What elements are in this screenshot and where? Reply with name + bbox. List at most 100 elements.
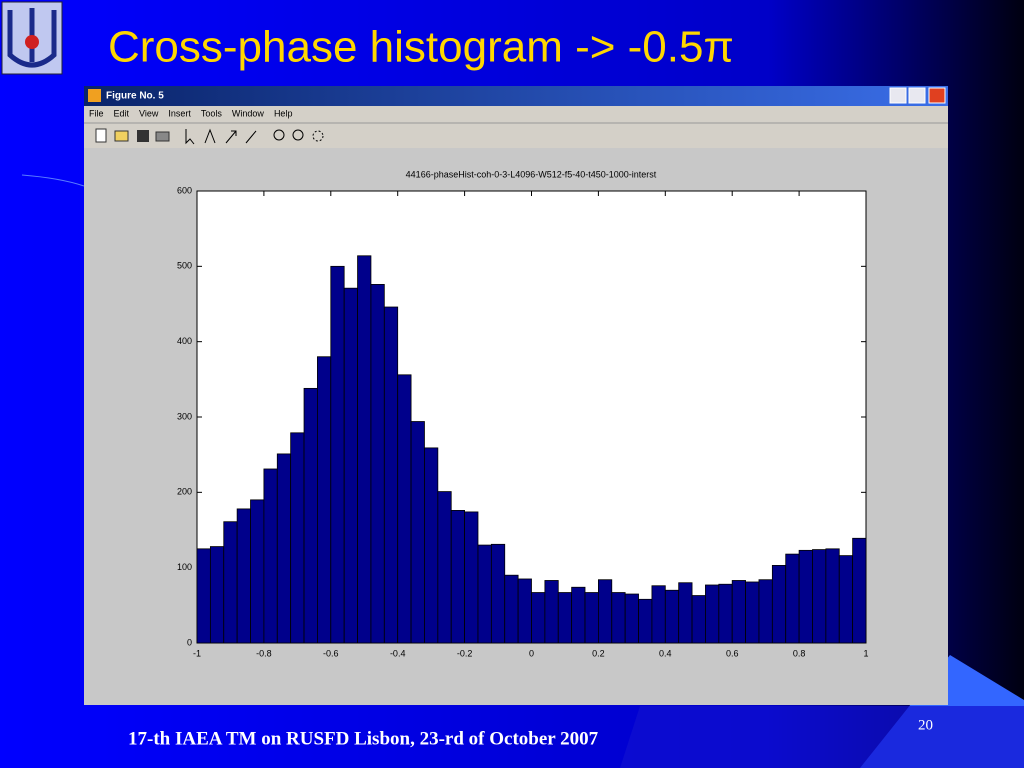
x-tick-label: 0.4 [659, 648, 672, 658]
menu-item[interactable]: File [89, 108, 104, 118]
bar [490, 543, 506, 644]
bar [651, 585, 666, 644]
bar [236, 508, 251, 644]
logo [1, 1, 63, 75]
x-tick-label: 0.2 [592, 648, 605, 658]
bar [544, 580, 559, 644]
open-button[interactable] [114, 130, 129, 142]
menu-item[interactable]: Edit [114, 108, 130, 118]
bar [745, 581, 760, 644]
menu-item[interactable]: View [139, 108, 159, 118]
slide-title: Cross-phase histogram -> -0.5π [108, 23, 734, 72]
maximize-button[interactable] [908, 87, 926, 104]
x-tick-label: -1 [193, 648, 201, 658]
bar [798, 549, 813, 644]
bar [263, 468, 278, 644]
bar [557, 592, 573, 644]
bar [571, 586, 586, 644]
plot: 0 100 200 300 400 500 600 -1 -0.8 -0.6 -0.4 -0.2 0 0.… [177, 185, 869, 658]
bar [624, 593, 639, 644]
bar [317, 356, 332, 644]
bar [303, 387, 318, 644]
bar [718, 583, 733, 644]
y-tick-label: 300 [177, 411, 192, 421]
bar [450, 510, 466, 644]
bar [731, 580, 746, 644]
x-tick-label: 0 [529, 648, 534, 658]
bar [223, 521, 238, 644]
y-tick-label: 0 [187, 637, 192, 647]
bar [531, 592, 546, 644]
bar [477, 544, 492, 644]
x-tick-label: -0.6 [323, 648, 339, 658]
save-button[interactable] [137, 130, 149, 142]
x-tick-label: -0.2 [457, 648, 473, 658]
bar [209, 546, 225, 644]
menu-item[interactable]: Help [274, 108, 293, 118]
bar [838, 555, 854, 644]
select-button[interactable] [185, 129, 195, 145]
bar [598, 579, 613, 644]
print-button[interactable] [155, 131, 170, 142]
bar [825, 548, 840, 644]
menu-item[interactable]: Tools [201, 108, 223, 118]
bar [638, 598, 653, 644]
bar [370, 284, 385, 644]
decoration [21, 174, 85, 187]
bar [330, 265, 345, 644]
menu-item[interactable]: Insert [168, 108, 191, 118]
bar [771, 565, 787, 644]
line-button[interactable] [245, 130, 257, 144]
zoom-out-button[interactable] [292, 129, 304, 141]
bar [464, 511, 479, 644]
bar [410, 421, 425, 644]
bar [504, 574, 519, 644]
arrow-button[interactable] [225, 130, 237, 144]
decoration [620, 706, 1024, 768]
bar [343, 287, 358, 644]
bar [357, 255, 372, 644]
y-tick-label: 500 [177, 261, 192, 271]
chart-title: 44166-phaseHist-coh-0-3-L4096-W512-f5-40… [406, 169, 657, 179]
toolbar [95, 128, 324, 145]
bar [397, 374, 412, 644]
window-title: Figure No. 5 [106, 91, 164, 102]
x-tick-label: 0.6 [726, 648, 739, 658]
figure-window: Figure No. 5 File Edit View Insert Tools Wind… [84, 86, 948, 705]
bar [785, 553, 800, 644]
bar [250, 499, 265, 644]
y-tick-label: 400 [177, 336, 192, 346]
page-number: 20 [918, 717, 933, 733]
bar [664, 589, 680, 644]
bar [678, 582, 693, 644]
rotate-button[interactable] [312, 130, 324, 142]
bar [290, 432, 305, 644]
bar [424, 447, 439, 644]
minimize-button[interactable] [889, 87, 907, 104]
x-tick-label: 1 [863, 648, 868, 658]
bar [276, 453, 292, 644]
x-tick-label: 0.8 [793, 648, 806, 658]
slide-footer: 17-th IAEA TM on RUSFD Lisbon, 23-rd of … [128, 728, 599, 749]
new-button[interactable] [95, 128, 107, 143]
x-tick-label: -0.8 [256, 648, 272, 658]
bar [812, 549, 827, 644]
bar [758, 579, 773, 644]
bar [611, 592, 626, 644]
y-tick-label: 200 [177, 487, 192, 497]
bar [584, 592, 599, 644]
x-tick-label: -0.4 [390, 648, 406, 658]
bar [852, 537, 867, 644]
menu-bar: File Edit View Insert Tools Window Help [89, 108, 292, 118]
window-icon [88, 89, 101, 102]
zoom-in-button[interactable] [273, 129, 285, 141]
bar [691, 595, 706, 644]
bar [517, 578, 532, 644]
title-bar [84, 86, 948, 106]
close-button[interactable] [928, 87, 946, 104]
menu-item[interactable]: Window [232, 108, 265, 118]
bar [705, 584, 720, 644]
bar [383, 306, 399, 644]
text-button[interactable] [204, 128, 216, 144]
